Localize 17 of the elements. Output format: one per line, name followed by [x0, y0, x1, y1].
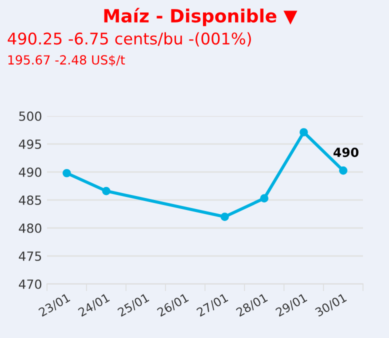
data-label: 490: [334, 148, 358, 158]
y-tick-label: 490: [18, 167, 42, 177]
text: 195.67 -2.48 US$/t: [8, 54, 125, 66]
y-tick-label: 495: [18, 139, 42, 149]
y-tick-label: 470: [18, 279, 42, 289]
point: [102, 186, 110, 196]
point: [260, 194, 268, 202]
point: [220, 212, 229, 221]
y-tick-label: 480: [18, 223, 42, 233]
point: [300, 128, 308, 136]
point: [339, 166, 348, 175]
y-tick-label: 475: [18, 252, 42, 261]
point: [62, 168, 71, 178]
y-tick-label: 485: [18, 195, 42, 205]
chart-title: Maíz - Disponible ▼: [104, 8, 298, 26]
y-tick-label: 500: [19, 111, 42, 121]
text: 490.25 -6.75 cents/bu -(001%): [8, 32, 251, 47]
